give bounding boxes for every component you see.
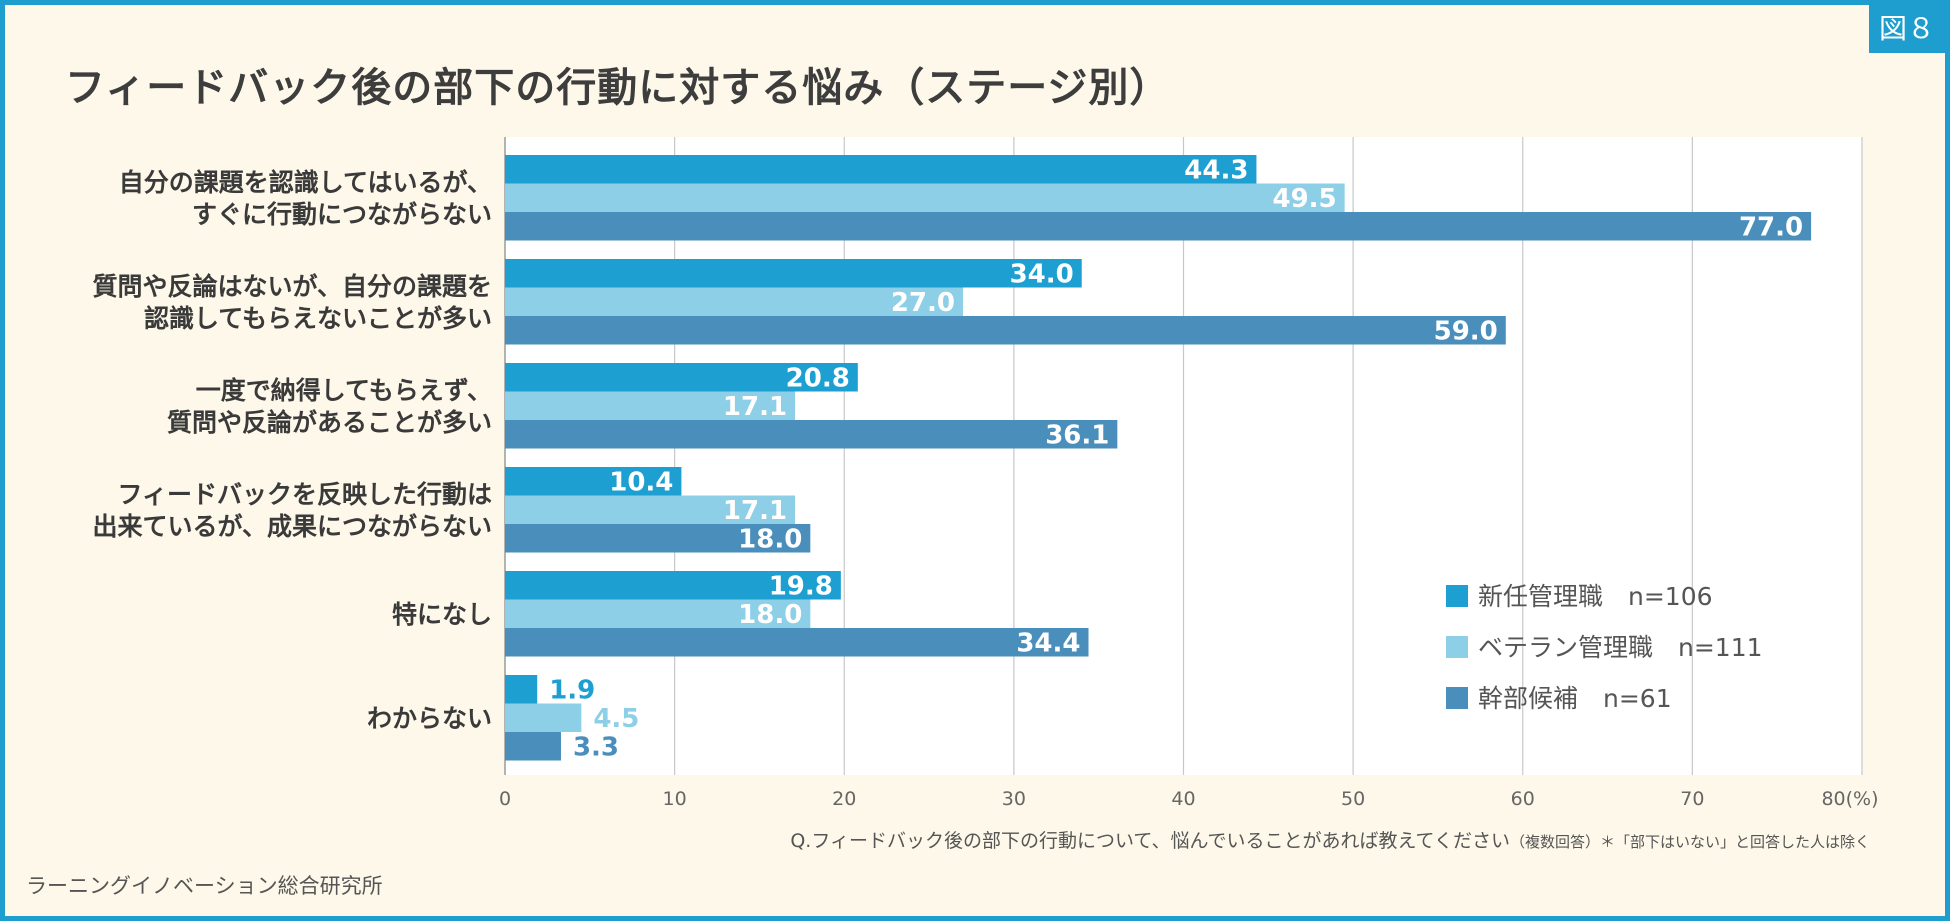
footnote-question: Q.フィードバック後の部下の行動について、悩んでいることがあれば教えてください bbox=[790, 830, 1510, 852]
category-label: 自分の課題を認識してはいるが、 bbox=[119, 168, 492, 197]
category-label: 質問や反論はないが、自分の課題を bbox=[92, 272, 492, 301]
footnote: Q.フィードバック後の部下の行動について、悩んでいることがあれば教えてください（… bbox=[790, 826, 1870, 853]
category-label: 質問や反論があることが多い bbox=[167, 408, 492, 437]
bar bbox=[505, 467, 682, 496]
source-credit: ラーニングイノベーション総合研究所 bbox=[26, 874, 383, 898]
category-label: 出来ているが、成果につながらない bbox=[92, 512, 492, 541]
x-tick-label: 40 bbox=[1171, 788, 1195, 810]
grid-lines bbox=[504, 137, 1863, 775]
bar bbox=[505, 628, 1089, 657]
bar-value-label: 49.5 bbox=[1272, 184, 1336, 214]
bar bbox=[505, 420, 1118, 449]
x-tick-label: 60 bbox=[1511, 788, 1535, 810]
bar-value-label: 1.9 bbox=[549, 675, 595, 705]
x-axis-ticks: 0 10 20 30 40 50 60 70 80(%) bbox=[499, 788, 1879, 810]
x-tick-label: 0 bbox=[499, 788, 511, 810]
x-tick-label: 20 bbox=[832, 788, 856, 810]
bar bbox=[505, 391, 796, 420]
legend-swatch bbox=[1446, 585, 1468, 607]
bar-value-label: 27.0 bbox=[891, 288, 955, 318]
bar-value-label: 17.1 bbox=[723, 496, 787, 526]
bar-value-label: 18.0 bbox=[738, 524, 802, 554]
bar-value-label: 18.0 bbox=[738, 600, 802, 630]
category-label: すぐに行動につながらない bbox=[192, 200, 492, 229]
x-tick-label: 10 bbox=[663, 788, 687, 810]
bars: 44.334.020.810.419.81.949.527.017.117.11… bbox=[505, 155, 1812, 762]
category-label: 認識してもらえないことが多い bbox=[144, 304, 492, 333]
bar-value-label: 36.1 bbox=[1045, 420, 1109, 450]
bar-value-label: 59.0 bbox=[1434, 316, 1498, 346]
legend-swatch bbox=[1446, 636, 1468, 658]
bar bbox=[505, 316, 1506, 345]
bar bbox=[505, 259, 1082, 288]
legend-label: ベテラン管理職 n=111 bbox=[1478, 633, 1763, 662]
bar-value-label: 17.1 bbox=[723, 392, 787, 422]
footnote-note: （複数回答）＊「部下はいない」と回答した人は除く bbox=[1509, 833, 1870, 851]
figure-number-badge: 図８ bbox=[1869, 5, 1945, 53]
bar-value-label: 44.3 bbox=[1184, 155, 1248, 185]
bar bbox=[505, 155, 1257, 184]
category-label: 一度で納得してもらえず、 bbox=[196, 376, 492, 405]
category-label: 特になし bbox=[392, 600, 492, 629]
category-labels: 自分の課題を認識してはいるが、すぐに行動につながらない質問や反論はないが、自分の… bbox=[92, 168, 492, 733]
bar bbox=[505, 524, 811, 553]
bar-value-label: 77.0 bbox=[1739, 212, 1803, 242]
chart-title: フィードバック後の部下の行動に対する悩み（ステージ別） bbox=[65, 65, 1171, 111]
x-tick-label: 70 bbox=[1680, 788, 1704, 810]
bar bbox=[505, 212, 1812, 241]
bar bbox=[505, 287, 963, 316]
legend-label: 幹部候補 n=61 bbox=[1478, 684, 1672, 713]
legend: 新任管理職 n=106 ベテラン管理職 n=111 幹部候補 n=61 bbox=[1446, 582, 1763, 713]
bar-value-label: 10.4 bbox=[609, 467, 673, 497]
bar bbox=[505, 183, 1345, 212]
x-tick-label: 80(%) bbox=[1821, 788, 1878, 810]
bar bbox=[505, 363, 858, 392]
category-label: フィードバックを反映した行動は bbox=[117, 480, 492, 509]
bar-value-label: 34.0 bbox=[1010, 259, 1074, 289]
bar-value-label: 34.4 bbox=[1016, 628, 1080, 658]
bar bbox=[505, 571, 841, 600]
category-label: わからない bbox=[367, 704, 492, 733]
bar-value-label: 20.8 bbox=[786, 363, 850, 393]
bar-value-label: 3.3 bbox=[573, 732, 619, 762]
bar bbox=[505, 599, 811, 628]
legend-swatch bbox=[1446, 687, 1468, 709]
legend-label: 新任管理職 n=106 bbox=[1478, 582, 1713, 611]
bar bbox=[505, 495, 796, 524]
bar bbox=[505, 732, 561, 761]
bar bbox=[505, 675, 538, 704]
x-tick-label: 30 bbox=[1002, 788, 1026, 810]
bar-value-label: 19.8 bbox=[769, 571, 833, 601]
bar-value-label: 4.5 bbox=[593, 704, 639, 734]
bar bbox=[505, 703, 582, 732]
x-tick-label: 50 bbox=[1341, 788, 1365, 810]
